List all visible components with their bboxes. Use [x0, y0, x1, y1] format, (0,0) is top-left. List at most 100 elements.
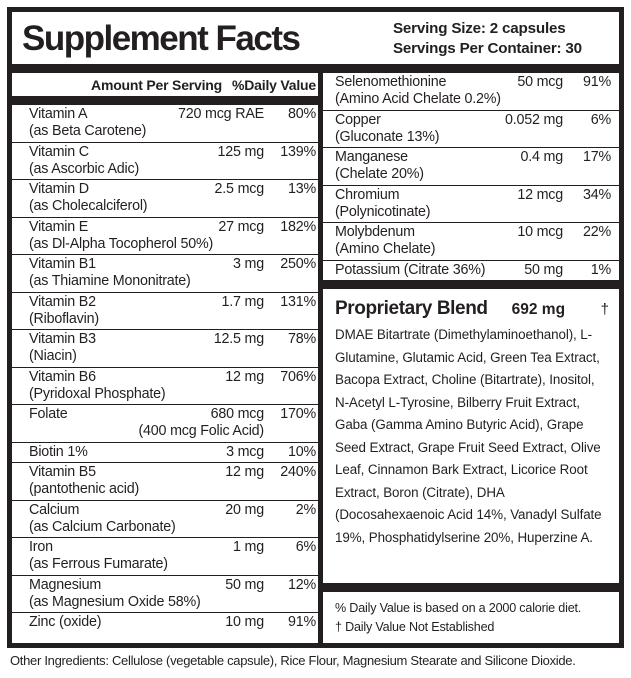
nutrient-row: Vitamin A 720 mcg RAE 80% (as Beta Carot… — [12, 105, 318, 143]
proprietary-blend-ingredients: DMAE Bitartrate (Dimethylaminoethanol), … — [335, 327, 602, 545]
header-divider-bar — [12, 64, 619, 73]
nutrient-source: (as Thiamine Mononitrate) — [29, 273, 191, 289]
serving-size: Serving Size: 2 capsules — [393, 20, 566, 37]
nutrient-name: Vitamin B6 — [29, 368, 96, 385]
nutrient-name: Vitamin D — [29, 181, 89, 197]
nutrient-amount: 3 mcg — [226, 443, 264, 460]
servings-per-container: Servings Per Container: 30 — [393, 40, 582, 57]
nutrient-row: Copper 0.052 mg 6% (Gluconate 13%) — [323, 111, 619, 148]
nutrient-source: (as Beta Carotene) — [29, 123, 147, 139]
nutrient-row: Folate 680 mcg 170% (400 mcg Folic Acid) — [12, 405, 318, 443]
nutrient-daily-value: 182% — [280, 218, 316, 235]
footnote-top-bar — [323, 583, 619, 592]
nutrient-daily-value: 6% — [590, 111, 611, 128]
nutrient-source: (Riboflavin) — [29, 310, 99, 327]
nutrient-name: Vitamin B5 — [29, 464, 96, 480]
nutrient-name: Iron — [29, 539, 53, 555]
nutrient-name: Chromium — [335, 186, 400, 203]
nutrient-amount: 1 mg — [233, 539, 264, 555]
nutrient-source: (as Cholecalciferol) — [29, 198, 148, 214]
nutrient-daily-value: 34% — [582, 186, 611, 203]
nutrient-source: (as Ferrous Fumarate) — [29, 556, 168, 572]
nutrient-source: (Chelate 20%) — [335, 166, 424, 182]
nutrient-row: Vitamin D 2.5 mcg 13% (as Cholecalcifero… — [12, 180, 318, 218]
nutrient-daily-value: 10% — [287, 443, 316, 460]
panel-header: Supplement Facts Serving Size: 2 capsule… — [12, 12, 619, 64]
nutrient-name: Biotin 1% — [29, 443, 88, 460]
nutrient-name: Vitamin A — [29, 106, 88, 122]
nutrient-row: Biotin 1% 3 mcg 10% — [12, 443, 318, 463]
amount-per-serving-label: Amount Per Serving — [91, 77, 223, 93]
nutrient-amount: 680 mcg — [210, 406, 265, 422]
left-nutrient-list: Vitamin A 720 mcg RAE 80% (as Beta Carot… — [12, 105, 318, 633]
nutrient-daily-value: 6% — [295, 539, 316, 555]
nutrient-source: (as Magnesium Oxide 58%) — [29, 593, 201, 610]
daily-value-footnote: % Daily Value is based on a 2000 calorie… — [335, 601, 582, 615]
nutrient-daily-value: 131% — [280, 293, 316, 310]
nutrient-source: (as Dl-Alpha Tocopherol 50%) — [29, 235, 214, 252]
nutrient-row: Selenomethionine 50 mcg 91% (Amino Acid … — [323, 73, 619, 111]
nutrient-source: (Polynicotinate) — [335, 203, 431, 220]
nutrient-daily-value: 17% — [582, 149, 611, 165]
nutrient-daily-value: 2% — [295, 501, 316, 518]
nutrient-amount: 125 mg — [217, 143, 265, 160]
nutrient-source: (Amino Acid Chelate 0.2%) — [335, 91, 501, 107]
nutrient-row: Vitamin B3 12.5 mg 78% (Niacin) — [12, 330, 318, 368]
proprietary-blend-section: Proprietary Blend 692 mg † DMAE Bitartra… — [323, 289, 619, 583]
nutrient-row: Vitamin B6 12 mg 706% (Pyridoxal Phospha… — [12, 368, 318, 405]
nutrient-row: Vitamin B2 1.7 mg 131% (Riboflavin) — [12, 293, 318, 330]
right-nutrient-list: Selenomethionine 50 mcg 91% (Amino Acid … — [323, 73, 619, 280]
nutrient-source: (as Calcium Carbonate) — [29, 518, 176, 535]
nutrient-row: Chromium 12 mcg 34% (Polynicotinate) — [323, 186, 619, 223]
nutrient-amount: 720 mcg RAE — [177, 106, 264, 122]
nutrient-row: Vitamin C 125 mg 139% (as Ascorbic Adic) — [12, 143, 318, 180]
nutrient-source: (Gluconate 13%) — [335, 128, 440, 145]
proprietary-blend-title: Proprietary Blend — [335, 298, 488, 319]
nutrient-daily-value: 22% — [582, 224, 611, 240]
nutrient-daily-value: 13% — [287, 181, 316, 197]
nutrient-row: Manganese 0.4 mg 17% (Chelate 20%) — [323, 148, 619, 186]
blend-top-bar — [323, 280, 619, 289]
nutrient-name: Vitamin C — [29, 143, 89, 160]
nutrient-daily-value: 250% — [280, 256, 316, 272]
proprietary-blend-amount: 692 mg — [511, 301, 566, 318]
nutrient-source: (400 mcg Folic Acid) — [138, 423, 264, 439]
column-header: Amount Per Serving %Daily Value — [12, 73, 318, 96]
nutrient-name: Magnesium — [29, 576, 102, 593]
nutrient-daily-value: 706% — [280, 368, 316, 385]
nutrient-amount: 12 mg — [225, 464, 264, 480]
nutrient-daily-value: 91% — [582, 74, 611, 90]
nutrient-daily-value: 78% — [287, 331, 316, 347]
nutrient-amount: 50 mg — [524, 261, 563, 278]
nutrient-amount: 12.5 mg — [213, 331, 264, 347]
not-established-footnote: † Daily Value Not Established — [335, 620, 495, 634]
nutrient-daily-value: 240% — [280, 464, 316, 480]
nutrient-source: (Pyridoxal Phosphate) — [29, 385, 166, 402]
nutrient-row: Magnesium 50 mg 12% (as Magnesium Oxide … — [12, 576, 318, 613]
nutrient-row: Potassium (Citrate 36%) 50 mg 1% — [323, 261, 619, 281]
nutrient-row: Molybdenum 10 mcg 22% (Amino Chelate) — [323, 223, 619, 261]
nutrient-daily-value: 91% — [287, 614, 316, 630]
proprietary-blend-header: Proprietary Blend 692 mg † — [323, 289, 619, 322]
dagger-symbol: † — [600, 301, 609, 318]
other-ingredients: Other Ingredients: Cellulose (vegetable … — [10, 653, 576, 668]
nutrient-row: Vitamin E 27 mcg 182% (as Dl-Alpha Tocop… — [12, 218, 318, 255]
nutrient-amount: 10 mg — [225, 614, 264, 630]
page-title: Supplement Facts — [22, 19, 301, 58]
nutrient-amount: 20 mg — [225, 501, 264, 518]
column-divider — [318, 73, 323, 643]
nutrient-row: Calcium 20 mg 2% (as Calcium Carbonate) — [12, 501, 318, 538]
nutrient-name: Selenomethionine — [335, 74, 447, 90]
serving-info: Serving Size: 2 capsules Servings Per Co… — [393, 19, 607, 59]
nutrient-name: Copper — [335, 111, 381, 128]
nutrient-name: Vitamin B2 — [29, 293, 96, 310]
nutrient-source: (pantothenic acid) — [29, 481, 140, 497]
nutrient-row: Vitamin B5 12 mg 240% (pantothenic acid) — [12, 463, 318, 501]
nutrient-source: (as Ascorbic Adic) — [29, 160, 140, 177]
nutrient-row: Iron 1 mg 6% (as Ferrous Fumarate) — [12, 538, 318, 576]
nutrient-amount: 1.7 mg — [221, 293, 264, 310]
nutrient-name: Vitamin B3 — [29, 331, 96, 347]
nutrient-amount: 12 mcg — [517, 186, 563, 203]
nutrient-name: Vitamin B1 — [29, 256, 96, 272]
nutrient-daily-value: 1% — [590, 261, 611, 278]
